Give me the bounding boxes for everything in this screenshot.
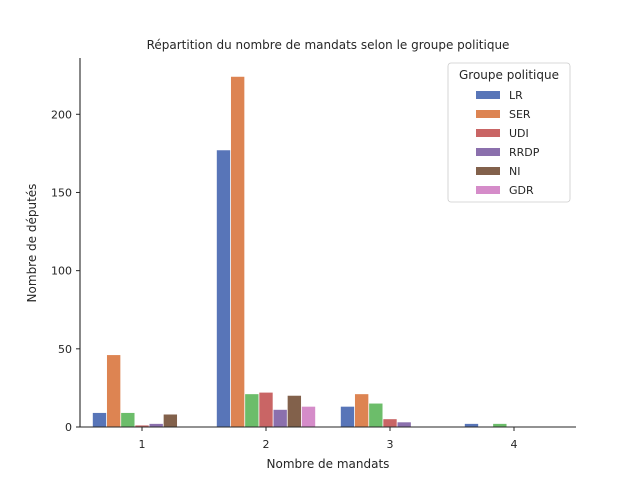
bar-ni-2 [287, 395, 302, 427]
legend-label-ni: NI [509, 165, 520, 178]
bar-gdr-2 [301, 406, 316, 427]
legend-swatch-rrdp [476, 148, 500, 156]
y-tick-label: 200 [51, 108, 72, 121]
legend-label-udi: UDI [509, 127, 529, 140]
bar-rrdp-3 [397, 422, 411, 427]
legend-label-lr: LR [509, 89, 523, 102]
bar-udi-3 [383, 419, 397, 427]
bar-series-2-3 [369, 403, 383, 427]
bar-ni-1 [163, 414, 178, 427]
bar-lr-1 [92, 412, 107, 427]
bar-udi-1 [135, 425, 149, 427]
bar-lr-4 [464, 423, 479, 427]
chart-title: Répartition du nombre de mandats selon l… [147, 38, 510, 52]
bar-ser-2 [230, 76, 245, 428]
bar-rrdp-1 [149, 423, 163, 427]
legend-swatch-udi [476, 129, 500, 137]
legend-swatch-ser [476, 110, 500, 118]
bar-series-2-2 [245, 394, 259, 427]
legend-swatch-gdr [476, 186, 500, 194]
legend: Groupe politique LR SER UDI RRDP NI GDR [447, 62, 571, 203]
x-tick-label: 3 [387, 438, 394, 451]
bar-udi-2 [259, 392, 273, 427]
bar-ser-1 [106, 355, 121, 427]
legend-label-rrdp: RRDP [509, 146, 540, 159]
bar-rrdp-2 [273, 409, 287, 427]
bar-lr-3 [340, 406, 355, 427]
legend-items: LR SER UDI RRDP NI GDR [476, 89, 540, 197]
x-ticks: 1 2 3 4 [139, 427, 518, 451]
y-tick-label: 0 [65, 421, 72, 434]
bar-series-2-4 [493, 423, 507, 427]
legend-label-gdr: GDR [509, 184, 534, 197]
legend-swatch-ni [476, 167, 500, 175]
y-tick-label: 100 [51, 265, 72, 278]
y-tick-label: 150 [51, 186, 72, 199]
legend-swatch-lr [476, 91, 500, 99]
y-ticks: 0 50 100 150 200 [51, 108, 80, 434]
x-tick-label: 2 [263, 438, 270, 451]
legend-title: Groupe politique [459, 68, 559, 82]
x-tick-label: 1 [139, 438, 146, 451]
bar-series-2-1 [121, 412, 135, 427]
bars-group [92, 76, 507, 428]
x-tick-label: 4 [511, 438, 518, 451]
bar-lr-2 [216, 150, 231, 427]
y-tick-label: 50 [58, 343, 72, 356]
legend-label-ser: SER [509, 108, 531, 121]
y-axis-label: Nombre de députés [25, 184, 39, 303]
x-axis-label: Nombre de mandats [267, 457, 390, 471]
bar-ser-3 [354, 394, 369, 427]
